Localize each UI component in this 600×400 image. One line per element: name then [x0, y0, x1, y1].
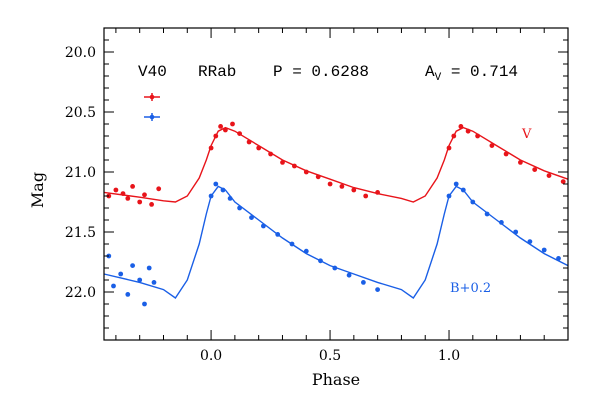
- data-point: [223, 127, 228, 133]
- v-series-label: V: [521, 127, 532, 142]
- y-axis-label: Mag: [28, 172, 47, 208]
- data-point: [451, 133, 457, 139]
- observed-points: [106, 121, 566, 307]
- data-point: [137, 199, 143, 205]
- data-point: [446, 193, 452, 199]
- data-point: [275, 232, 281, 237]
- data-point: [541, 247, 547, 253]
- data-point: [246, 139, 252, 145]
- data-point: [218, 124, 224, 129]
- data-point: [327, 181, 333, 187]
- data-point: [346, 272, 352, 278]
- data-point: [130, 184, 136, 189]
- data-point: [527, 239, 533, 245]
- axes: 0.0 0.5 1.0 20.0 20.5 21.0 21.5 22.0: [65, 27, 569, 364]
- data-point: [237, 131, 243, 137]
- data-point: [230, 121, 235, 127]
- y-tick-label: 21.5: [65, 225, 96, 241]
- data-point: [249, 215, 254, 221]
- data-point: [518, 160, 523, 165]
- data-point: [289, 241, 295, 247]
- data-point: [513, 229, 519, 235]
- data-point: [556, 256, 561, 261]
- data-point: [142, 301, 147, 307]
- data-point: [280, 160, 285, 165]
- data-point: [484, 211, 490, 217]
- data-point: [118, 271, 124, 277]
- data-point: [237, 205, 243, 211]
- data-point: [111, 283, 116, 289]
- data-point: [149, 202, 155, 207]
- x-tick-label: 0.0: [200, 348, 222, 364]
- data-point: [458, 124, 464, 129]
- data-point: [227, 196, 233, 201]
- y-tick-label: 21.0: [65, 165, 96, 181]
- data-point: [208, 193, 214, 199]
- data-point: [470, 199, 476, 205]
- data-point: [213, 181, 219, 187]
- data-point: [146, 265, 152, 271]
- data-point: [460, 187, 466, 193]
- model-curve: [103, 185, 569, 299]
- legend: [144, 93, 160, 121]
- y-tick-label: 20.5: [65, 105, 96, 121]
- y-tick-label: 22.0: [65, 285, 96, 301]
- data-point: [546, 173, 552, 179]
- data-point: [303, 248, 309, 254]
- data-point: [208, 145, 214, 151]
- data-point: [351, 187, 357, 193]
- data-point: [332, 265, 338, 271]
- data-point: [489, 143, 495, 149]
- data-point: [315, 174, 321, 180]
- period-label: P = 0.6288: [273, 63, 369, 81]
- x-tick-label: 1.0: [438, 348, 460, 364]
- data-point: [156, 186, 162, 192]
- data-point: [560, 179, 566, 185]
- b-series-label: B+0.2: [450, 281, 491, 296]
- data-point: [303, 169, 309, 175]
- data-point: [503, 151, 509, 157]
- model-curves: [103, 126, 569, 299]
- data-point: [499, 220, 504, 225]
- data-point: [130, 263, 136, 268]
- data-point: [453, 181, 459, 187]
- data-point: [256, 145, 262, 151]
- data-point: [268, 151, 273, 157]
- data-point: [375, 190, 380, 195]
- amplitude-label: AV = 0.714: [425, 63, 518, 84]
- data-point: [361, 280, 366, 285]
- data-point: [220, 187, 226, 193]
- variable-type-label: RRab: [198, 63, 236, 81]
- data-point: [125, 292, 131, 297]
- data-point: [261, 223, 266, 229]
- data-point: [475, 133, 480, 139]
- data-point: [465, 128, 471, 134]
- data-point: [318, 258, 323, 264]
- x-axis-label: Phase: [312, 370, 360, 389]
- data-point: [375, 287, 380, 292]
- data-point: [213, 133, 219, 139]
- star-label: V40: [138, 63, 167, 81]
- data-point: [125, 196, 131, 201]
- data-point: [137, 277, 143, 283]
- data-point: [363, 193, 369, 199]
- x-tick-label: 0.5: [319, 348, 341, 364]
- data-point: [446, 145, 452, 151]
- data-point: [142, 192, 147, 198]
- model-curve: [103, 126, 569, 203]
- data-point: [151, 280, 157, 285]
- data-point: [532, 167, 538, 173]
- data-point: [120, 191, 126, 197]
- data-point: [113, 187, 119, 193]
- y-tick-label: 20.0: [65, 45, 96, 61]
- data-point: [292, 163, 297, 169]
- data-point: [339, 184, 345, 189]
